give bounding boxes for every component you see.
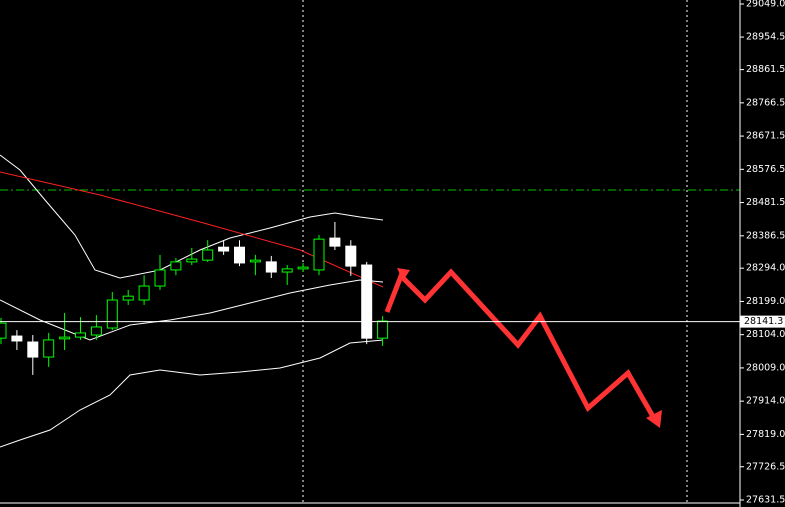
candle-body xyxy=(281,268,293,273)
y-tick-label: 28009.0 xyxy=(746,362,785,373)
candle-body xyxy=(265,261,277,273)
candle-body xyxy=(75,332,86,338)
y-tick-label: 27914.0 xyxy=(746,396,785,407)
y-tick-label: 28576.5 xyxy=(746,164,785,175)
candle-body xyxy=(249,259,261,263)
candle-body xyxy=(90,326,102,336)
y-tick-label: 27631.5 xyxy=(746,495,785,506)
trend-line xyxy=(0,171,384,288)
candle-body xyxy=(345,245,357,267)
candle-body xyxy=(297,266,309,270)
lower-band xyxy=(0,339,384,448)
candle-body xyxy=(11,335,23,342)
candle-body xyxy=(186,258,198,263)
current-price-box xyxy=(740,315,785,328)
arrow-head xyxy=(646,410,662,428)
y-tick-label: 28954.5 xyxy=(746,32,785,43)
arrow-head xyxy=(397,268,410,281)
candles xyxy=(0,221,389,375)
forecast-arrows xyxy=(384,268,662,428)
candle-body xyxy=(202,249,214,261)
candle-body xyxy=(59,336,71,340)
y-tick-label: 28199.0 xyxy=(746,296,785,307)
candle-body xyxy=(138,285,150,301)
candle-body xyxy=(170,261,182,271)
y-tick-label: 28294.0 xyxy=(746,263,785,274)
price-axis-labels: 29049.0 28954.5 28861.5 28766.5 28671.5 28576… xyxy=(740,0,785,506)
y-tick-label: 28766.5 xyxy=(746,97,785,108)
candle-body xyxy=(106,299,118,329)
candle-body xyxy=(234,246,245,264)
candle-body xyxy=(122,295,134,301)
candle-body xyxy=(313,238,325,271)
y-tick-label: 28671.5 xyxy=(746,131,785,142)
upper-band xyxy=(0,154,384,279)
y-tick-label: 28481.5 xyxy=(746,197,785,208)
candle-body xyxy=(361,264,373,339)
candle-body xyxy=(377,320,389,339)
candle-body xyxy=(218,246,230,252)
y-tick-label: 29049.0 xyxy=(746,0,785,10)
y-tick-label: 27819.0 xyxy=(746,429,785,440)
middle-band xyxy=(0,279,384,341)
current-price-label: 28141.3 xyxy=(744,316,783,327)
candle-body xyxy=(154,269,166,287)
y-tick-label: 27726.5 xyxy=(746,461,785,472)
y-tick-label: 28861.5 xyxy=(746,64,785,75)
candle-body xyxy=(329,237,341,247)
forecast-path xyxy=(384,268,658,422)
candle-body xyxy=(27,341,39,358)
y-tick-label: 28386.5 xyxy=(746,230,785,241)
candle-body xyxy=(0,322,7,339)
candle-body xyxy=(43,339,55,358)
y-tick-label: 28104.0 xyxy=(746,329,785,340)
